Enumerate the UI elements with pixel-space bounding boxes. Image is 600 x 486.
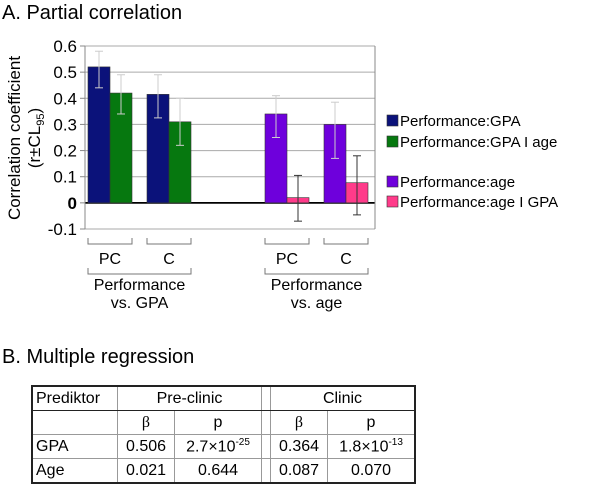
group-bracket [87, 268, 192, 275]
category-label: PC [276, 251, 298, 268]
cell-p: 0.644 [174, 458, 262, 484]
y-tick-label: 0 [68, 194, 77, 213]
header-pre-clinic: Pre-clinic [117, 385, 262, 411]
group-label: vs. GPA [111, 295, 169, 312]
y-tick-label: 0.5 [53, 63, 77, 82]
cell-beta: 0.506 [117, 434, 175, 459]
gap-cell [261, 385, 271, 411]
y-tick-label: 0.4 [53, 89, 77, 108]
cell-p: 1.8×10-13 [327, 434, 416, 459]
header-clinic: Clinic [270, 385, 416, 411]
p-exponent: -13 [388, 436, 403, 448]
legend-swatch [386, 175, 399, 188]
legend-label: Performance:age I GPA [400, 194, 558, 211]
group-label: Performance [271, 277, 363, 294]
gap-cell [261, 458, 271, 484]
p-base: 1.8×10 [339, 438, 389, 456]
empty-cell [31, 410, 118, 435]
category-label: C [163, 251, 175, 268]
p-exponent: -25 [235, 436, 250, 448]
group-label: Performance [94, 277, 186, 294]
y-tick-label: 0.3 [53, 115, 77, 134]
row-label: Age [31, 458, 118, 484]
header-predictor: Prediktor [31, 385, 118, 411]
legend-label: Performance:age [400, 174, 515, 191]
cell-beta: 0.021 [117, 458, 175, 484]
group-label: vs. age [291, 295, 343, 312]
category-label: PC [99, 251, 121, 268]
cell-p: 0.070 [327, 458, 416, 484]
section-b-title: B. Multiple regression [2, 346, 195, 368]
category-label: C [340, 251, 352, 268]
row-label: GPA [31, 434, 118, 459]
legend-swatch [386, 135, 399, 148]
gap-cell [261, 434, 271, 459]
partial-correlation-chart: 0.6 0.5 0.4 0.3 0.2 0.1 0 -0.1 Correlation coeff… [5, 37, 558, 312]
cell-p: 2.7×10-25 [174, 434, 262, 459]
subheader-p: p [174, 410, 262, 435]
category-bracket [323, 238, 369, 245]
table-row: Age 0.021 0.644 0.087 0.070 [31, 458, 416, 484]
category-bracket [146, 238, 192, 245]
subheader-p: p [327, 410, 416, 435]
y-axis-label-line2: (r±CL95) [25, 108, 47, 168]
section-a-title: A. Partial correlation [2, 2, 183, 24]
legend-swatch [386, 114, 399, 127]
p-base: 2.7×10 [186, 438, 236, 456]
y-tick-label: -0.1 [48, 220, 77, 239]
cell-beta: 0.087 [270, 458, 328, 484]
regression-table: Prediktor Pre-clinic Clinic β p β p GPA … [31, 385, 416, 484]
group-bracket [264, 268, 369, 275]
subheader-beta: β [117, 410, 175, 435]
y-axis-label: Correlation coefficient [5, 56, 24, 220]
table-row: GPA 0.506 2.7×10-25 0.364 1.8×10-13 [31, 434, 416, 459]
legend-label: Performance:GPA I age [400, 134, 557, 151]
category-bracket [264, 238, 310, 245]
gap-cell [261, 410, 271, 435]
y-tick-label: 0.6 [53, 37, 77, 56]
y-tick-label: 0.2 [53, 142, 77, 161]
subheader-beta: β [270, 410, 328, 435]
cell-beta: 0.364 [270, 434, 328, 459]
y-tick-label: 0.1 [53, 168, 77, 187]
category-bracket [87, 238, 133, 245]
legend-swatch [386, 195, 399, 208]
legend-label: Performance:GPA [400, 113, 521, 130]
